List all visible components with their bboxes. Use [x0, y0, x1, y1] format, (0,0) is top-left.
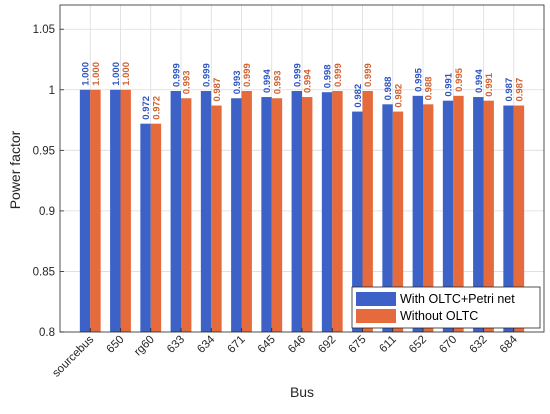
- x-axis-ticks: sourcebus 650 rg60 633 634 671 645 646 692 675 611…: [50, 328, 520, 380]
- legend-label-without-oltc: Without OLTC: [400, 309, 478, 323]
- bar-without-oltc-632: [483, 100, 494, 332]
- bar-without-oltc-646: [302, 97, 313, 333]
- bar-without-oltc-650: [120, 89, 131, 333]
- data-label-without-oltc-650: 1.000: [121, 62, 132, 86]
- data-label-with-oltc-632: 0.994: [474, 69, 485, 93]
- bar-with-oltc-634: [200, 90, 212, 332]
- y-axis-ticks: 0.8 0.85 0.9 0.95 1 1.05: [33, 24, 64, 339]
- x-tick-label-652: 652: [407, 334, 429, 356]
- x-tick-label-634: 634: [195, 333, 217, 355]
- data-label-with-oltc-670: 0.991: [444, 72, 455, 96]
- y-axis-title: Power factor: [7, 130, 23, 209]
- data-label-without-oltc-670: 0.995: [454, 67, 465, 91]
- data-label-without-oltc-692: 0.999: [333, 63, 344, 87]
- data-label-with-oltc-646: 0.999: [292, 63, 303, 87]
- x-tick-label-sourcebus: sourcebus: [50, 333, 96, 379]
- bar-with-oltc-675: [352, 111, 363, 332]
- y-tick-label: 0.8: [39, 327, 55, 339]
- legend-swatch-without-oltc: [356, 309, 396, 323]
- legend-label-with-oltc: With OLTC+Petri net: [400, 292, 515, 306]
- data-label-with-oltc-634: 0.999: [202, 63, 213, 87]
- x-tick-label-675: 675: [347, 334, 369, 356]
- legend-swatch-with-oltc: [356, 292, 396, 306]
- bar-without-oltc-671: [241, 90, 252, 332]
- legend: With OLTC+Petri net Without OLTC: [351, 286, 541, 329]
- data-label-without-oltc-rg60: 0.972: [151, 96, 162, 120]
- bar-without-oltc-692: [332, 90, 343, 332]
- bar-with-oltc-671: [231, 98, 242, 332]
- bar-with-oltc-692: [321, 92, 333, 332]
- data-label-with-oltc-sourcebus: 1.000: [81, 62, 92, 86]
- data-label-with-oltc-611: 0.988: [383, 77, 394, 101]
- data-label-with-oltc-675: 0.982: [353, 84, 364, 108]
- bar-without-oltc-633: [181, 98, 192, 332]
- data-label-with-oltc-652: 0.995: [413, 67, 424, 91]
- data-label-without-oltc-633: 0.993: [182, 70, 193, 94]
- bar-with-oltc-633: [170, 90, 181, 332]
- data-label-without-oltc-634: 0.987: [212, 78, 223, 102]
- y-tick-label: 1: [49, 85, 55, 97]
- x-tick-label-671: 671: [226, 334, 248, 356]
- x-tick-label-670: 670: [437, 334, 459, 356]
- bar-with-oltc-684: [503, 105, 514, 333]
- data-label-without-oltc-675: 0.999: [363, 63, 374, 87]
- y-tick-label: 1.05: [33, 24, 55, 36]
- bar-with-oltc-670: [442, 100, 454, 332]
- bar-without-oltc-675: [362, 90, 373, 332]
- data-label-with-oltc-650: 1.000: [111, 62, 122, 86]
- bar-without-oltc-634: [211, 105, 222, 333]
- data-label-with-oltc-684: 0.987: [504, 78, 515, 102]
- data-label-without-oltc-sourcebus: 1.000: [91, 62, 102, 86]
- x-tick-label-645: 645: [256, 334, 278, 356]
- data-label-without-oltc-646: 0.994: [303, 69, 314, 93]
- bar-without-oltc-611: [392, 111, 404, 332]
- data-label-without-oltc-645: 0.993: [272, 70, 283, 94]
- data-label-without-oltc-652: 0.988: [424, 77, 435, 101]
- data-label-without-oltc-632: 0.991: [484, 72, 495, 96]
- y-tick-label: 0.95: [33, 145, 55, 157]
- data-label-with-oltc-645: 0.994: [262, 69, 273, 93]
- bar-with-oltc-645: [261, 97, 272, 333]
- x-tick-label-633: 633: [165, 334, 187, 356]
- bars: [79, 89, 525, 333]
- data-label-without-oltc-671: 0.999: [242, 63, 253, 87]
- x-tick-label-632: 632: [468, 334, 490, 356]
- x-tick-label-rg60: rg60: [132, 334, 157, 359]
- bar-with-oltc-632: [473, 97, 484, 333]
- bar-without-oltc-684: [513, 105, 525, 333]
- data-label-with-oltc-rg60: 0.972: [141, 96, 152, 120]
- data-label-without-oltc-611: 0.982: [393, 84, 404, 108]
- bar-without-oltc-sourcebus: [90, 89, 101, 333]
- bar-with-oltc-rg60: [140, 123, 151, 332]
- data-label-with-oltc-692: 0.998: [323, 64, 334, 88]
- data-label-with-oltc-671: 0.993: [232, 70, 243, 94]
- bar-without-oltc-652: [423, 104, 434, 332]
- bar-with-oltc-sourcebus: [79, 89, 91, 333]
- bar-without-oltc-rg60: [150, 123, 162, 332]
- bar-with-oltc-652: [412, 95, 423, 332]
- y-tick-label: 0.9: [39, 206, 55, 218]
- x-tick-label-611: 611: [377, 334, 398, 355]
- x-tick-label-692: 692: [316, 334, 338, 356]
- bar-without-oltc-670: [453, 95, 464, 332]
- bar-with-oltc-650: [110, 89, 121, 333]
- x-tick-label-646: 646: [286, 334, 308, 356]
- x-axis-title: Bus: [290, 384, 314, 400]
- x-tick-label-684: 684: [498, 333, 520, 355]
- x-tick-label-650: 650: [105, 334, 127, 356]
- data-label-with-oltc-633: 0.999: [171, 63, 182, 87]
- bar-with-oltc-646: [291, 90, 302, 332]
- bar-without-oltc-645: [271, 98, 283, 332]
- bar-with-oltc-611: [382, 104, 393, 332]
- y-tick-label: 0.85: [33, 266, 55, 278]
- data-label-without-oltc-684: 0.987: [514, 78, 525, 102]
